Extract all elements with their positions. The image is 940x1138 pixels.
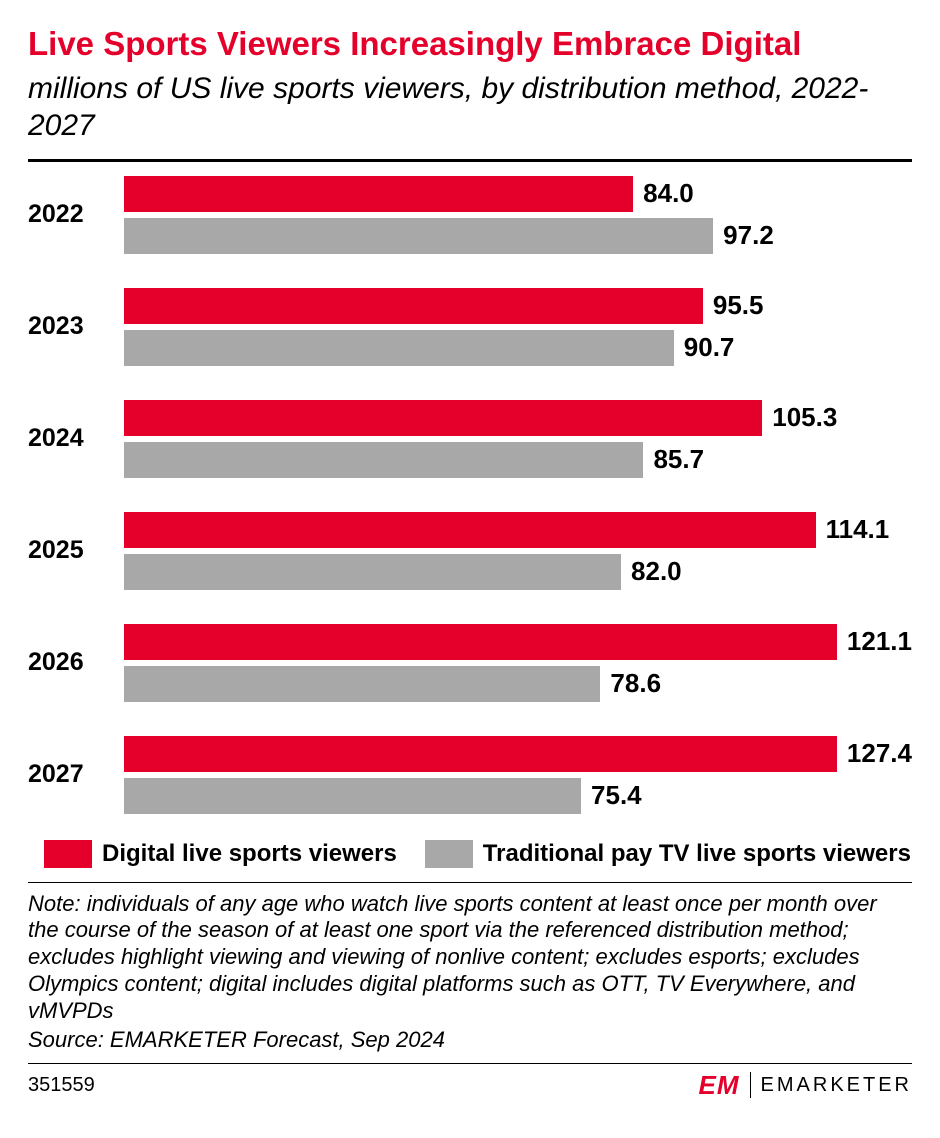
bar-traditional <box>124 442 643 478</box>
bar-traditional <box>124 330 674 366</box>
legend-label-traditional: Traditional pay TV live sports viewers <box>483 840 911 868</box>
bar-chart: 202284.097.2202395.590.72024105.385.7202… <box>28 162 912 836</box>
bar-traditional <box>124 218 713 254</box>
bar-value-digital: 127.4 <box>847 738 912 769</box>
bar-traditional <box>124 666 600 702</box>
bar-value-traditional: 78.6 <box>610 668 661 699</box>
year-label: 2022 <box>28 200 124 229</box>
brand-logo: EM EMARKETER <box>699 1070 912 1101</box>
brand-separator <box>750 1072 751 1098</box>
chart-row: 2026 121.1 78.6 <box>28 624 912 702</box>
bar-value-digital: 121.1 <box>847 626 912 657</box>
chart-id: 351559 <box>28 1074 95 1097</box>
bar-value-traditional: 75.4 <box>591 780 642 811</box>
bar-value-traditional: 85.7 <box>653 444 704 475</box>
chart-row: 2025 114.1 82.0 <box>28 512 912 590</box>
bar-traditional <box>124 778 581 814</box>
bar-value-traditional: 97.2 <box>723 220 774 251</box>
chart-row: 2024 105.3 85.7 <box>28 400 912 478</box>
bar-digital <box>124 400 762 436</box>
bar-value-digital: 84.0 <box>643 178 694 209</box>
year-label: 2027 <box>28 760 124 789</box>
bar-digital <box>124 288 703 324</box>
chart-row: 2027 127.4 75.4 <box>28 736 912 814</box>
bar-value-traditional: 82.0 <box>631 556 682 587</box>
legend-label-digital: Digital live sports viewers <box>102 840 397 868</box>
bar-digital <box>124 624 837 660</box>
chart-row: 2023 95.5 90.7 <box>28 288 912 366</box>
bar-digital <box>124 176 633 212</box>
chart-note: Note: individuals of any age who watch l… <box>28 883 912 1025</box>
legend-item-digital: Digital live sports viewers <box>44 840 397 868</box>
legend-swatch-traditional <box>425 840 473 868</box>
bar-value-traditional: 90.7 <box>684 332 735 363</box>
chart-title: Live Sports Viewers Increasingly Embrace… <box>28 24 912 64</box>
bar-digital <box>124 736 837 772</box>
chart-subtitle: millions of US live sports viewers, by d… <box>28 70 912 145</box>
chart-row: 2022 84.0 97.2 <box>28 176 912 254</box>
year-label: 2023 <box>28 312 124 341</box>
brand-mark: EM <box>699 1070 740 1101</box>
brand-name: EMARKETER <box>761 1074 912 1097</box>
year-label: 2025 <box>28 536 124 565</box>
bar-traditional <box>124 554 621 590</box>
year-label: 2026 <box>28 648 124 677</box>
legend-swatch-digital <box>44 840 92 868</box>
chart-source: Source: EMARKETER Forecast, Sep 2024 <box>28 1025 912 1063</box>
bar-value-digital: 95.5 <box>713 290 764 321</box>
legend-item-traditional: Traditional pay TV live sports viewers <box>425 840 911 868</box>
bar-digital <box>124 512 816 548</box>
legend: Digital live sports viewers Traditional … <box>28 836 912 882</box>
year-label: 2024 <box>28 424 124 453</box>
bar-value-digital: 114.1 <box>826 514 890 545</box>
bar-value-digital: 105.3 <box>772 402 837 433</box>
